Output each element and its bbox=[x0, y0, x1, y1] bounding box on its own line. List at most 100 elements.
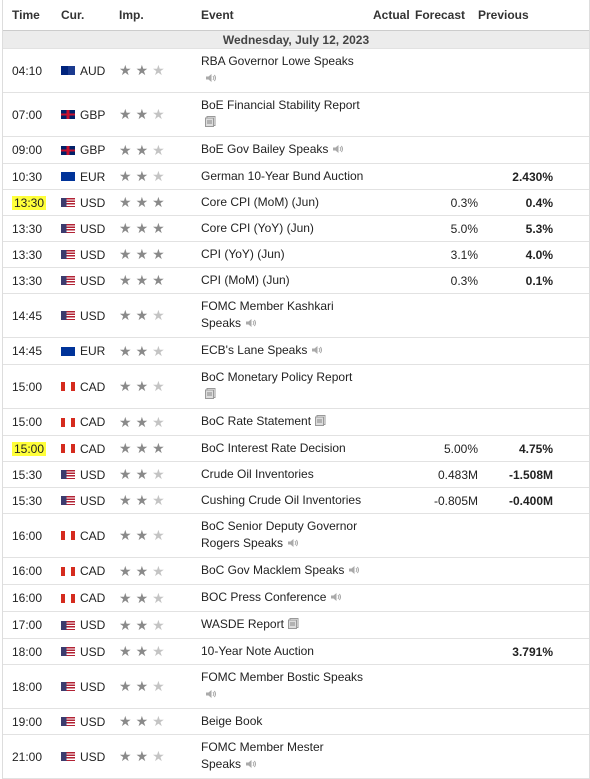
currency-cell: USD bbox=[61, 680, 119, 694]
time: 13:30 bbox=[12, 273, 43, 288]
currency: USD bbox=[80, 273, 106, 288]
forecast: 0.3% bbox=[450, 195, 478, 210]
currency-cell: USD bbox=[61, 222, 119, 236]
importance-cell: ★ ★ ★ bbox=[119, 272, 201, 289]
flag bbox=[61, 198, 75, 207]
event-cell: ECB's Lane Speaks bbox=[201, 338, 367, 364]
star: ★ bbox=[135, 713, 149, 729]
star: ★ bbox=[119, 342, 132, 359]
event-row: 14:45 EUR ★ ★ ★ ECB's Lane Speaks bbox=[3, 338, 589, 365]
currency: USD bbox=[80, 467, 106, 482]
previous-cell: 5.3% bbox=[478, 222, 553, 236]
currency: EUR bbox=[80, 344, 106, 358]
event-row: 16:00 CAD ★ ★ ★ BOC Press Conference bbox=[3, 585, 589, 612]
star: ★ bbox=[152, 194, 165, 210]
star: ★ bbox=[152, 466, 165, 482]
flag bbox=[61, 250, 75, 259]
event: BoE Gov Bailey Speaks bbox=[201, 142, 329, 156]
time-cell: 13:30 bbox=[3, 195, 61, 210]
flag bbox=[61, 311, 75, 320]
star: ★ bbox=[119, 589, 132, 606]
star: ★ bbox=[119, 492, 132, 508]
flag bbox=[61, 417, 75, 427]
previous-cell: 0.4% bbox=[478, 196, 553, 210]
importance-cell: ★ ★ ★ bbox=[119, 194, 201, 211]
previous-cell: 4.75% bbox=[478, 442, 553, 456]
flag bbox=[61, 382, 75, 391]
forecast: 3.1% bbox=[450, 247, 478, 262]
currency: CAD bbox=[80, 379, 106, 394]
star: ★ bbox=[119, 246, 132, 262]
star: ★ bbox=[152, 643, 165, 659]
importance-cell: ★ ★ ★ bbox=[119, 220, 201, 237]
importance-cell: ★ ★ ★ bbox=[119, 62, 201, 79]
importance-cell: ★ ★ ★ bbox=[119, 678, 201, 695]
event-cell: BoE Gov Bailey Speaks bbox=[201, 137, 367, 163]
event-row: 13:30 USD ★ ★ ★ Core CPI (YoY) (Jun) 5.0% 5.3% bbox=[3, 216, 589, 242]
header-actual: Actual bbox=[373, 8, 410, 22]
star: ★ bbox=[135, 307, 149, 323]
forecast: 5.0% bbox=[450, 221, 478, 236]
currency-cell: EUR bbox=[61, 344, 119, 358]
previous: 5.3% bbox=[525, 221, 553, 236]
star: ★ bbox=[119, 141, 132, 158]
star: ★ bbox=[135, 106, 149, 122]
event-row: 15:30 USD ★ ★ ★ Cushing Crude Oil Inventories… bbox=[3, 488, 589, 514]
event-cell: BoC Rate Statement bbox=[201, 409, 367, 435]
event: Crude Oil Inventories bbox=[201, 467, 314, 481]
importance-cell: ★ ★ ★ bbox=[119, 527, 201, 544]
header-event: Event bbox=[201, 7, 234, 22]
event-cell: BoC Senior Deputy Governor Rogers Speaks bbox=[201, 514, 367, 557]
flag bbox=[61, 346, 75, 356]
currency: CAD bbox=[80, 415, 106, 429]
time: 15:00 bbox=[12, 379, 43, 394]
star: ★ bbox=[152, 616, 165, 633]
time-cell: 16:00 bbox=[3, 591, 61, 605]
event-cell: CPI (YoY) (Jun) bbox=[201, 242, 367, 267]
event: Beige Book bbox=[201, 714, 263, 728]
header-forecast: Forecast bbox=[415, 8, 466, 22]
flag bbox=[61, 110, 75, 119]
event-row: 21:00 USD ★ ★ ★ FOMC Member Mester Speaks bbox=[3, 735, 589, 779]
header-time: Time bbox=[12, 8, 40, 22]
icon-speech bbox=[348, 563, 360, 580]
star: ★ bbox=[152, 106, 165, 122]
star: ★ bbox=[135, 413, 149, 430]
time-cell: 19:00 bbox=[3, 715, 61, 729]
flag bbox=[61, 496, 75, 505]
importance-cell: ★ ★ ★ bbox=[119, 414, 201, 431]
time-cell: 10:30 bbox=[3, 170, 61, 184]
event: BoC Interest Rate Decision bbox=[201, 441, 346, 455]
star: ★ bbox=[135, 748, 149, 764]
star: ★ bbox=[119, 194, 132, 210]
currency: USD bbox=[80, 714, 106, 729]
currency: USD bbox=[80, 221, 106, 236]
star: ★ bbox=[135, 616, 149, 633]
forecast: 0.3% bbox=[450, 273, 478, 288]
star: ★ bbox=[135, 168, 149, 184]
star: ★ bbox=[135, 194, 149, 210]
time: 16:00 bbox=[12, 564, 43, 578]
flag bbox=[61, 145, 75, 155]
currency-cell: USD bbox=[61, 274, 119, 288]
importance-cell: ★ ★ ★ bbox=[119, 142, 201, 159]
flag bbox=[61, 470, 75, 479]
star: ★ bbox=[152, 342, 165, 359]
currency-cell: EUR bbox=[61, 170, 119, 184]
star: ★ bbox=[152, 378, 165, 394]
star: ★ bbox=[119, 220, 132, 236]
currency-cell: GBP bbox=[61, 143, 119, 157]
event-cell: CPI (MoM) (Jun) bbox=[201, 268, 367, 293]
star: ★ bbox=[119, 527, 132, 543]
time: 17:00 bbox=[12, 618, 43, 632]
currency-cell: USD bbox=[61, 618, 119, 632]
star: ★ bbox=[135, 378, 149, 394]
time-cell: 15:30 bbox=[3, 494, 61, 508]
time-cell: 15:00 bbox=[3, 441, 61, 456]
event-row: 15:00 CAD ★ ★ ★ BoC Monetary Policy Report bbox=[3, 365, 589, 409]
star: ★ bbox=[135, 562, 149, 579]
flag bbox=[61, 172, 75, 181]
star: ★ bbox=[152, 562, 165, 579]
star: ★ bbox=[119, 616, 132, 633]
